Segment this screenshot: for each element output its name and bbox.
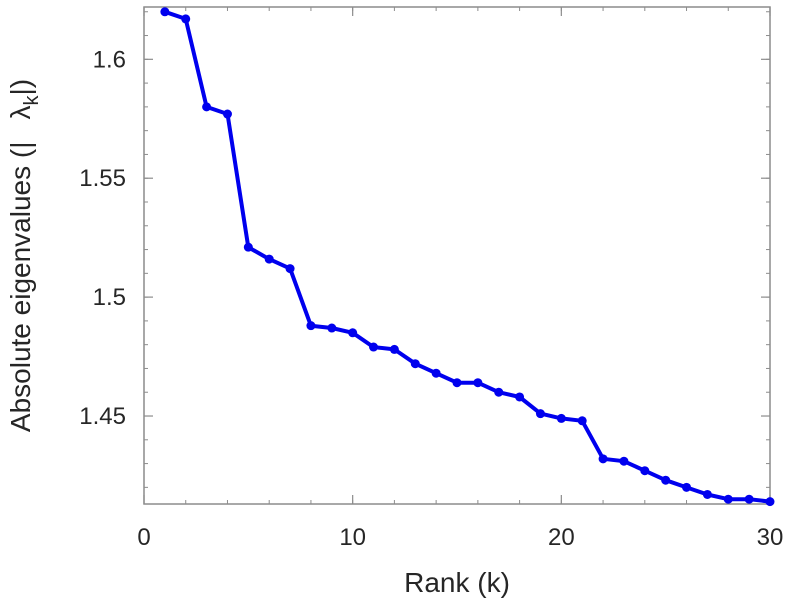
x-tick-label: 10 xyxy=(339,524,366,551)
data-point xyxy=(577,416,587,426)
y-axis-label-symbol: λ xyxy=(5,106,36,120)
data-point xyxy=(702,489,712,499)
data-point xyxy=(181,14,191,24)
data-point xyxy=(202,102,212,112)
data-point xyxy=(494,387,504,397)
y-tick-label: 1.45 xyxy=(79,403,126,430)
data-point xyxy=(661,475,671,485)
x-tick-label: 0 xyxy=(137,524,150,551)
series-line xyxy=(164,9,771,504)
data-point xyxy=(389,344,399,354)
data-point xyxy=(723,494,733,504)
y-axis-label-subscript: k xyxy=(21,95,43,106)
data-point xyxy=(431,368,441,378)
data-point xyxy=(285,264,295,274)
data-point xyxy=(744,494,754,504)
data-point xyxy=(556,413,566,423)
plot-axes xyxy=(143,6,771,505)
data-point xyxy=(515,392,525,402)
series-layer xyxy=(160,7,775,507)
data-point xyxy=(452,378,462,388)
plot-frame xyxy=(143,6,771,505)
data-point xyxy=(327,323,337,333)
data-point xyxy=(222,109,232,119)
data-point xyxy=(682,482,692,492)
data-point xyxy=(264,254,274,264)
data-point xyxy=(640,466,650,476)
y-tick-label: 1.6 xyxy=(93,46,126,73)
data-point xyxy=(619,456,629,466)
data-point xyxy=(369,342,379,352)
y-axis-label-suffix: |) xyxy=(5,79,36,96)
x-tick-label: 30 xyxy=(757,524,784,551)
data-point xyxy=(535,409,545,419)
data-point xyxy=(410,359,420,369)
x-tick-label: 20 xyxy=(548,524,575,551)
data-point xyxy=(306,321,316,331)
y-axis-label-prefix: Absolute eigenvalues (| xyxy=(5,142,36,433)
data-point xyxy=(598,454,608,464)
data-point xyxy=(160,7,170,17)
axis-ticks: 0 10 20 30 1.45 1.5 1.55 1.6 xyxy=(79,7,783,551)
y-axis-label: Absolute eigenvalues (| λk|) xyxy=(5,79,43,432)
data-point xyxy=(765,497,775,507)
data-point xyxy=(473,378,483,388)
data-point xyxy=(348,328,358,338)
y-tick-label: 1.5 xyxy=(93,284,126,311)
x-axis-label: Rank (k) xyxy=(404,567,510,598)
y-tick-label: 1.55 xyxy=(79,165,126,192)
data-point xyxy=(243,242,253,252)
